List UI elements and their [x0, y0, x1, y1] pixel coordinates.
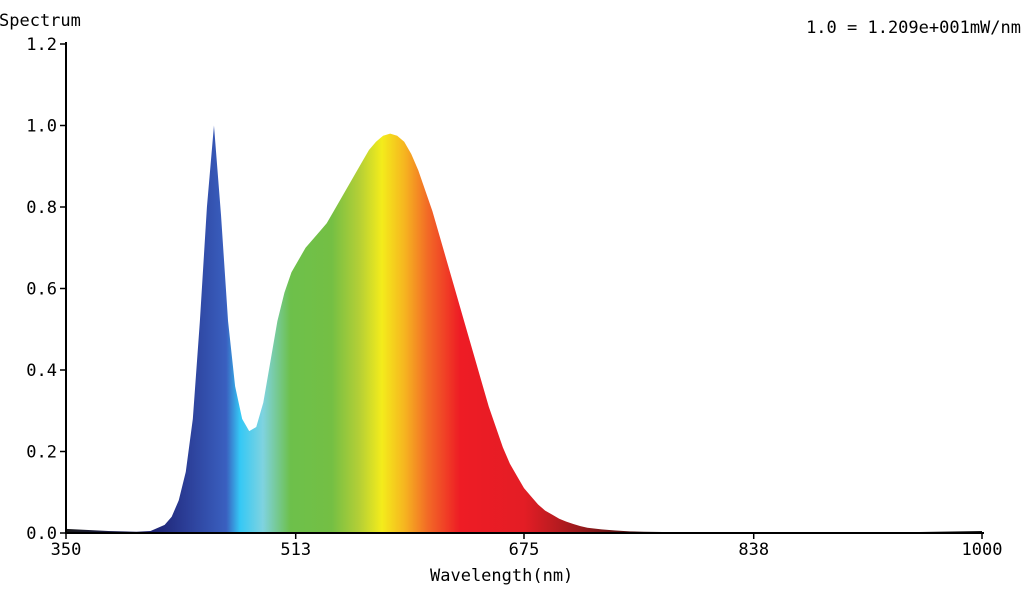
x-axis-label: Wavelength(nm) — [430, 566, 574, 586]
y-tick-label: 1.0 — [26, 117, 57, 137]
x-tick-label: 513 — [280, 540, 311, 560]
y-tick-label: 0.4 — [26, 361, 57, 381]
y-tick-label: 0.6 — [26, 280, 57, 300]
y-tick-label: 0.8 — [26, 198, 57, 218]
spectrum-area — [66, 125, 982, 533]
x-tick-label: 675 — [509, 540, 540, 560]
y-tick-label: 0.2 — [26, 443, 57, 463]
x-tick-label: 1000 — [962, 540, 1003, 560]
chart-title: Spectrum — [0, 11, 81, 31]
y-tick-label: 0.0 — [26, 524, 57, 544]
x-tick-label: 838 — [738, 540, 769, 560]
y-tick-label: 1.2 — [26, 35, 57, 55]
scale-note: 1.0 = 1.209e+001mW/nm — [806, 18, 1021, 38]
x-tick-label: 350 — [51, 540, 82, 560]
